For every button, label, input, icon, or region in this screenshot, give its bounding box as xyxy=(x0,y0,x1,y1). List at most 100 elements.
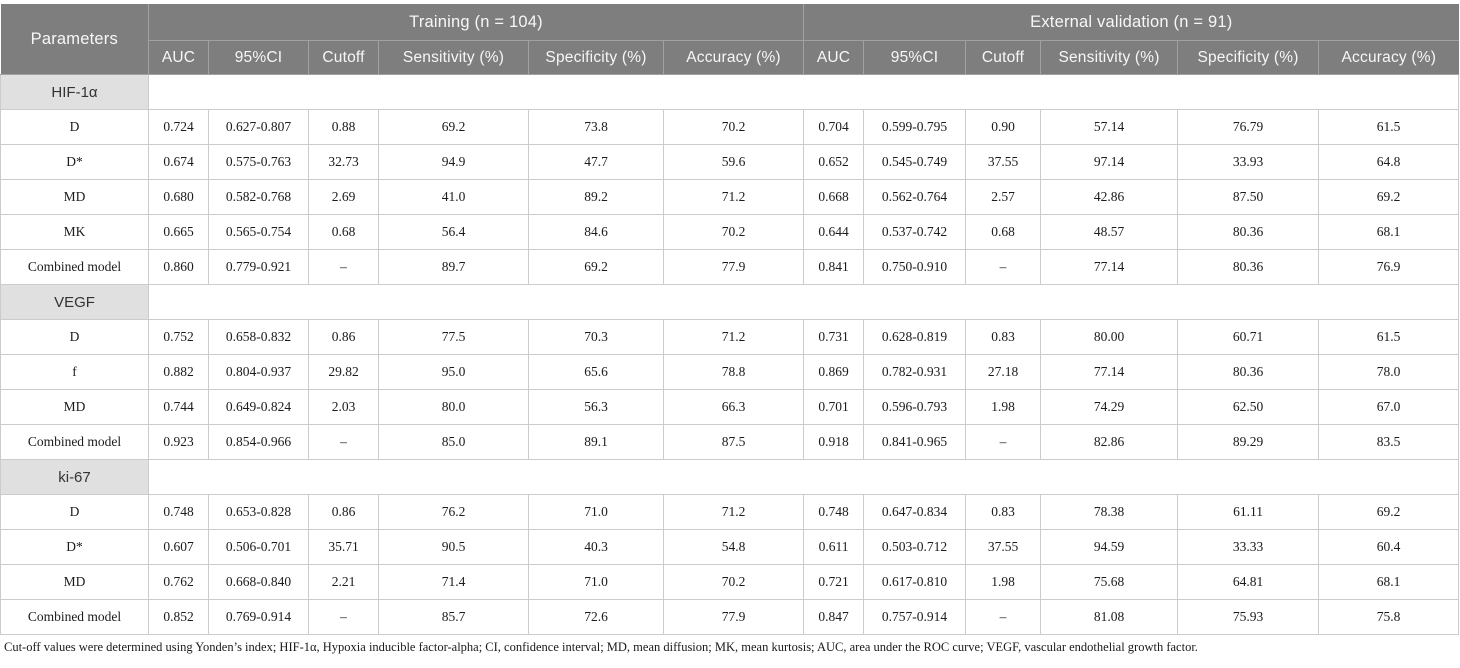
value-cell: 0.804-0.937 xyxy=(208,354,309,390)
value-cell: 29.82 xyxy=(308,354,379,390)
value-cell: 89.2 xyxy=(528,179,664,215)
value-cell: 80.0 xyxy=(378,389,529,425)
col-header-validation-sensitivity: Sensitivity (%) xyxy=(1040,40,1179,75)
group-header-external-validation: External validation (n = 91) xyxy=(803,4,1459,41)
value-cell: 2.03 xyxy=(308,389,379,425)
value-cell: 27.18 xyxy=(965,354,1042,390)
value-cell: 75.8 xyxy=(1318,599,1460,635)
section-spacer xyxy=(147,459,1460,495)
value-cell: 72.6 xyxy=(528,599,664,635)
value-cell: 0.744 xyxy=(148,389,209,425)
value-cell: 76.79 xyxy=(1177,109,1320,145)
value-cell: 85.0 xyxy=(378,424,529,460)
parameter-cell: D* xyxy=(0,529,149,565)
value-cell: 0.611 xyxy=(803,529,865,565)
value-cell: 57.14 xyxy=(1040,109,1179,145)
sub-header-row: AUC 95%CI Cutoff Sensitivity (%) Specificity… xyxy=(1,40,1459,75)
col-header-training-accuracy: Accuracy (%) xyxy=(662,40,805,75)
value-cell: 77.9 xyxy=(662,599,805,635)
value-cell: 73.8 xyxy=(528,109,664,145)
value-cell: 97.14 xyxy=(1040,144,1179,180)
parameter-cell: D xyxy=(0,319,149,355)
value-cell: 0.860 xyxy=(148,249,209,285)
value-cell: 0.545-0.749 xyxy=(863,144,967,180)
value-cell: 33.93 xyxy=(1177,144,1320,180)
value-cell: 0.869 xyxy=(803,354,865,390)
value-cell: 0.628-0.819 xyxy=(863,319,967,355)
value-cell: 0.617-0.810 xyxy=(863,564,967,600)
value-cell: – xyxy=(965,424,1042,460)
value-cell: 0.665 xyxy=(148,214,209,250)
value-cell: 95.0 xyxy=(378,354,529,390)
table-header: Parameters Training (n = 104) External v… xyxy=(0,4,1459,75)
parameter-cell: MD xyxy=(0,389,149,425)
value-cell: – xyxy=(965,599,1042,635)
value-cell: 69.2 xyxy=(1318,179,1460,215)
value-cell: 0.565-0.754 xyxy=(208,214,309,250)
group-header-row: Parameters Training (n = 104) External v… xyxy=(0,4,1459,75)
value-cell: 81.08 xyxy=(1040,599,1179,635)
parameter-cell: MD xyxy=(0,179,149,215)
table-row: Combined model 0.860 0.779-0.921–89.7 69.2 7… xyxy=(0,249,1460,285)
parameter-cell: D xyxy=(0,494,149,530)
value-cell: 68.1 xyxy=(1318,214,1460,250)
value-cell: 66.3 xyxy=(662,389,805,425)
value-cell: 48.57 xyxy=(1040,214,1179,250)
value-cell: 80.00 xyxy=(1040,319,1179,355)
value-cell: 0.649-0.824 xyxy=(208,389,309,425)
value-cell: 71.0 xyxy=(528,564,664,600)
value-cell: 41.0 xyxy=(378,179,529,215)
value-cell: 77.5 xyxy=(378,319,529,355)
value-cell: 0.653-0.828 xyxy=(208,494,309,530)
value-cell: 0.882 xyxy=(148,354,209,390)
value-cell: 0.652 xyxy=(803,144,865,180)
value-cell: 0.562-0.764 xyxy=(863,179,967,215)
value-cell: 0.779-0.921 xyxy=(208,249,309,285)
col-header-training-specificity: Specificity (%) xyxy=(528,40,664,75)
table-row: Combined model 0.923 0.854-0.966–85.0 89.1 8… xyxy=(0,424,1460,460)
value-cell: 32.73 xyxy=(308,144,379,180)
value-cell: 35.71 xyxy=(308,529,379,565)
table-row: D 0.752 0.658-0.832 0.86 77.5 70.3 71.2 0.731 0.… xyxy=(0,319,1460,355)
section-label: ki-67 xyxy=(0,459,149,495)
value-cell: 78.0 xyxy=(1318,354,1460,390)
value-cell: 2.21 xyxy=(308,564,379,600)
value-cell: 0.854-0.966 xyxy=(208,424,309,460)
value-cell: 0.668-0.840 xyxy=(208,564,309,600)
value-cell: 0.721 xyxy=(803,564,865,600)
value-cell: 2.69 xyxy=(308,179,379,215)
value-cell: 0.752 xyxy=(148,319,209,355)
value-cell: – xyxy=(308,599,379,635)
value-cell: 0.918 xyxy=(803,424,865,460)
value-cell: 0.701 xyxy=(803,389,865,425)
parameter-cell: MK xyxy=(0,214,149,250)
parameter-cell: MD xyxy=(0,564,149,600)
section-row: VEGF xyxy=(0,284,1460,320)
value-cell: 71.0 xyxy=(528,494,664,530)
col-header-training-sensitivity: Sensitivity (%) xyxy=(378,40,529,75)
section-row: ki-67 xyxy=(0,459,1460,495)
col-header-validation-95-ci: 95%CI xyxy=(863,40,967,75)
value-cell: – xyxy=(308,424,379,460)
value-cell: 78.8 xyxy=(662,354,805,390)
value-cell: 75.68 xyxy=(1040,564,1179,600)
value-cell: 0.627-0.807 xyxy=(208,109,309,145)
value-cell: 61.5 xyxy=(1318,109,1460,145)
value-cell: 83.5 xyxy=(1318,424,1460,460)
value-cell: 74.29 xyxy=(1040,389,1179,425)
value-cell: 0.83 xyxy=(965,494,1042,530)
value-cell: 94.9 xyxy=(378,144,529,180)
value-cell: 87.50 xyxy=(1177,179,1320,215)
section-label: VEGF xyxy=(0,284,149,320)
value-cell: 0.923 xyxy=(148,424,209,460)
value-cell: 0.704 xyxy=(803,109,865,145)
table-row: MD 0.680 0.582-0.768 2.69 41.0 89.2 71.2 0.668 0… xyxy=(0,179,1460,215)
value-cell: 40.3 xyxy=(528,529,664,565)
value-cell: 33.33 xyxy=(1177,529,1320,565)
parameter-cell: Combined model xyxy=(0,249,149,285)
value-cell: 94.59 xyxy=(1040,529,1179,565)
value-cell: 0.841 xyxy=(803,249,865,285)
value-cell: – xyxy=(965,249,1042,285)
value-cell: 37.55 xyxy=(965,529,1042,565)
